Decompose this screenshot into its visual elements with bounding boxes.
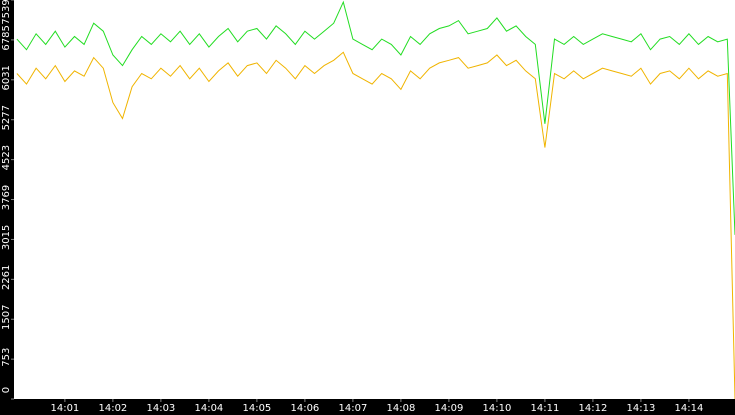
y-tick-label: 5277 bbox=[1, 105, 12, 130]
y-tick-label: 7539 bbox=[1, 0, 12, 25]
y-tick-label: 1507 bbox=[1, 305, 12, 330]
x-tick-label: 14:06 bbox=[290, 403, 319, 414]
y-axis-strip bbox=[0, 0, 14, 415]
x-tick-label: 14:08 bbox=[386, 403, 415, 414]
y-tick-label: 2261 bbox=[1, 265, 12, 290]
y-tick-label: 6785 bbox=[1, 25, 12, 50]
x-tick-label: 14:04 bbox=[194, 403, 223, 414]
y-tick-label: 0 bbox=[1, 387, 12, 393]
x-tick-label: 14:03 bbox=[146, 403, 175, 414]
series-line bbox=[16, 51, 735, 400]
x-tick-label: 14:09 bbox=[434, 403, 463, 414]
x-tick-label: 14:14 bbox=[675, 403, 704, 414]
x-tick-label: 14:12 bbox=[578, 403, 607, 414]
series-line bbox=[16, 0, 735, 235]
x-tick-label: 14:05 bbox=[242, 403, 271, 414]
x-tick-label: 14:01 bbox=[50, 403, 79, 414]
y-tick-label: 4523 bbox=[1, 145, 12, 170]
x-tick-label: 14:10 bbox=[482, 403, 511, 414]
y-tick-label: 753 bbox=[1, 348, 12, 367]
y-tick-label: 3769 bbox=[1, 185, 12, 210]
y-tick-label: 6031 bbox=[1, 65, 12, 90]
x-tick-label: 14:02 bbox=[98, 403, 127, 414]
y-tick-label: 3015 bbox=[1, 225, 12, 250]
x-tick-label: 14:13 bbox=[627, 403, 656, 414]
x-tick-label: 14:11 bbox=[530, 403, 559, 414]
x-tick-label: 14:07 bbox=[338, 403, 367, 414]
x-axis-strip bbox=[0, 399, 735, 415]
